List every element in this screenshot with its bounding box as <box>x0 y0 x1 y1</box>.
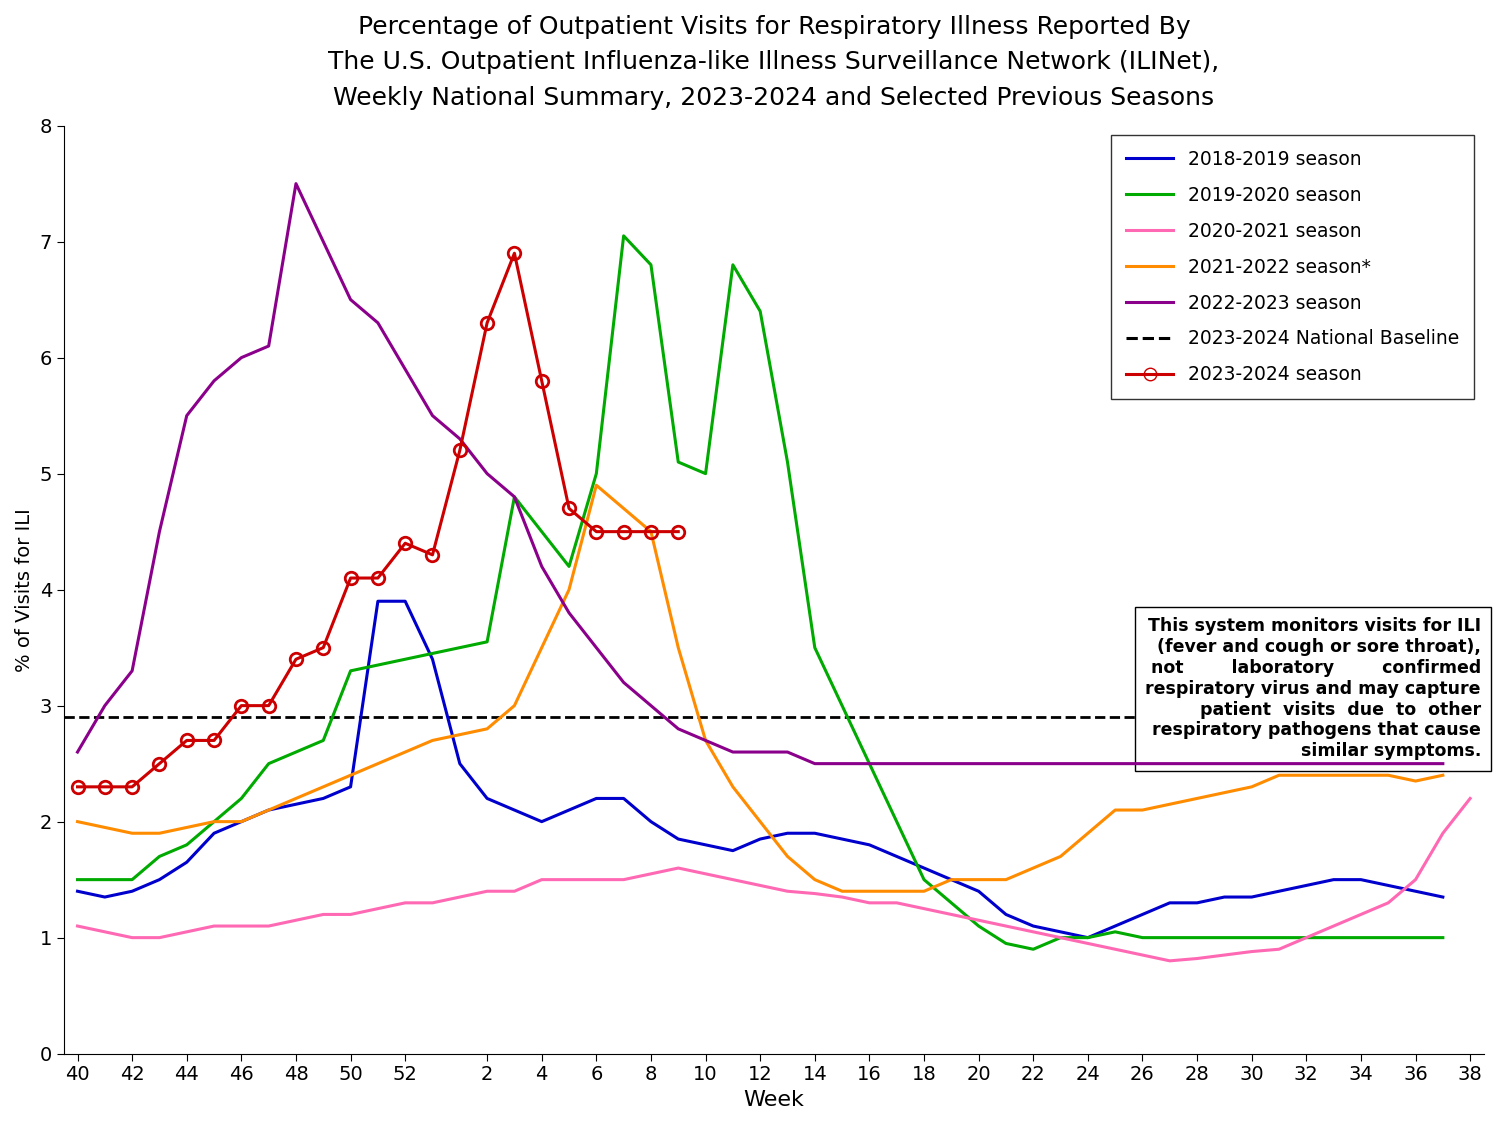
Text: This system monitors visits for ILI
(fever and cough or sore throat),
not       : This system monitors visits for ILI (fev… <box>1146 618 1480 760</box>
Y-axis label: % of Visits for ILI: % of Visits for ILI <box>15 507 34 672</box>
Legend: 2018-2019 season, 2019-2020 season, 2020-2021 season, 2021-2022 season*, 2022-20: 2018-2019 season, 2019-2020 season, 2020… <box>1112 135 1474 399</box>
Title: Percentage of Outpatient Visits for Respiratory Illness Reported By
The U.S. Out: Percentage of Outpatient Visits for Resp… <box>328 15 1220 110</box>
X-axis label: Week: Week <box>744 1090 804 1110</box>
